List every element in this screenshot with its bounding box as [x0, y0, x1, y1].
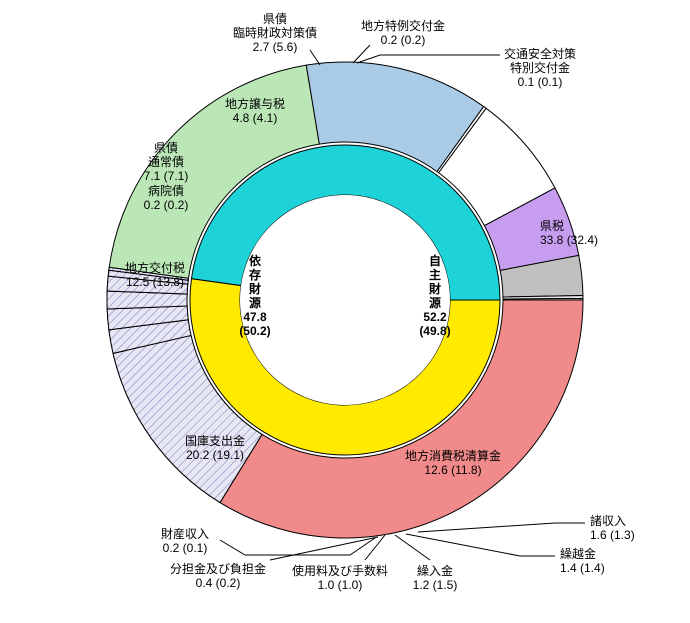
label-zaisan: 財産収入0.2 (0.1) [161, 526, 209, 555]
slice-koutsu [503, 299, 583, 300]
label-kokko: 国庫支出金20.2 (19.1) [185, 433, 245, 462]
nested-donut-chart: 自主財源52.2(49.8)依存財源47.8(50.2)県税33.8 (32.4… [0, 0, 690, 623]
label-kurinyukin: 繰入金1.2 (1.5) [413, 563, 458, 592]
label-koufuzei: 地方交付税12.5 (13.8) [125, 260, 185, 289]
label-jouyo: 地方譲与税4.8 (4.1) [225, 96, 285, 125]
label-byouin: 病院債0.2 (0.2) [144, 183, 189, 212]
